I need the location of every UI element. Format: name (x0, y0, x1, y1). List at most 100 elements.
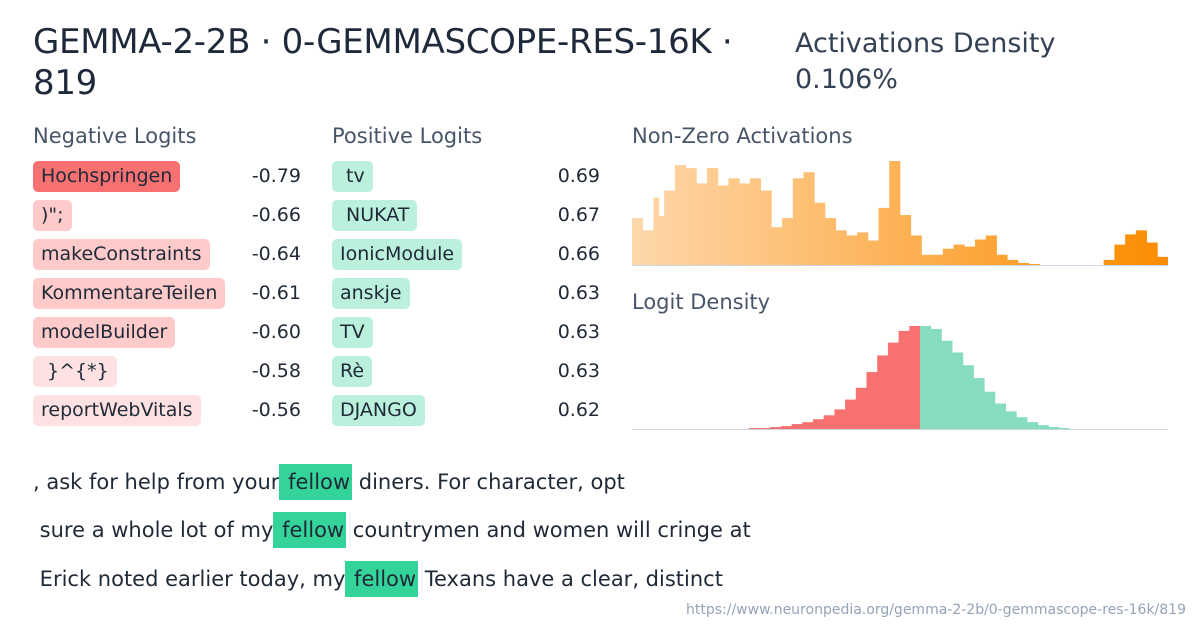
activation-bar (932, 254, 938, 265)
activation-bar (910, 235, 917, 265)
activation-bar (883, 207, 890, 265)
positive-logit-row: IonicModule 0.66 (332, 238, 600, 277)
negative-logit-token[interactable]: modelBuilder (33, 317, 176, 348)
negative-logits-heading: Negative Logits (33, 124, 197, 148)
activations-density-label: Activations Density (795, 28, 1056, 59)
activation-bar (969, 246, 976, 265)
activation-bar (766, 190, 772, 265)
activation-bar (755, 178, 762, 265)
negative-logit-token[interactable]: makeConstraints (33, 239, 210, 270)
page-title: GEMMA-2-2B · 0-GEMMASCOPE-RES-16K · 819 (33, 22, 733, 103)
negative-logit-value: -0.60 (251, 321, 301, 343)
negative-logits-list: Hochspringen -0.79 )"; -0.66 makeConstrain… (33, 160, 301, 433)
negative-logit-bar (909, 326, 921, 429)
activation-bar (1017, 262, 1024, 265)
activation-bar (798, 178, 804, 265)
activation-bar (1114, 244, 1121, 265)
positive-logit-token[interactable]: tv (332, 161, 373, 192)
positive-logit-value: 0.69 (557, 165, 600, 187)
activation-bar (771, 227, 778, 265)
positive-logit-bar (1037, 425, 1049, 429)
activation-bar (669, 190, 676, 265)
activation-bar (814, 202, 820, 265)
negative-logit-token[interactable]: )"; (33, 200, 72, 231)
negative-logit-token[interactable]: }^{*} (33, 356, 117, 387)
activation-bar (760, 190, 767, 265)
activation-bar (642, 230, 649, 265)
negative-logit-bar (887, 342, 899, 429)
positive-logits-heading: Positive Logits (332, 124, 483, 148)
activation-bar (964, 246, 971, 265)
negative-logit-row: makeConstraints -0.64 (33, 238, 301, 277)
negative-logit-bar (845, 399, 857, 429)
activation-bar (900, 215, 906, 265)
activation-bar (905, 215, 912, 265)
context-text-after: Texans have a clear, distinct (418, 567, 723, 591)
activation-bar (1034, 263, 1040, 265)
activating-token[interactable]: fellow (345, 561, 419, 597)
negative-logit-bar (813, 419, 825, 429)
activation-bar (653, 197, 660, 265)
activation-bar (894, 161, 901, 265)
activation-bar (733, 178, 740, 265)
positive-logit-row: tv 0.69 (332, 160, 600, 199)
activation-bar (996, 254, 1003, 265)
activation-bar (1007, 259, 1013, 265)
negative-logit-row: KommentareTeilen -0.61 (33, 277, 301, 316)
activation-bar (1125, 234, 1131, 265)
positive-logit-bar (1027, 422, 1039, 429)
activation-bar (637, 218, 644, 265)
positive-logit-token[interactable]: TV (332, 317, 373, 348)
activation-bar (937, 254, 944, 265)
positive-logit-bar (973, 377, 985, 429)
activation-bar (991, 235, 997, 265)
negative-logit-bar (898, 330, 910, 429)
activation-bar (985, 235, 992, 265)
activating-token[interactable]: fellow (279, 464, 353, 500)
positive-logit-token[interactable]: Rè (332, 356, 373, 387)
activation-bar (690, 168, 697, 265)
activation-bar (916, 235, 922, 265)
positive-logit-value: 0.63 (557, 282, 600, 304)
negative-logit-token[interactable]: KommentareTeilen (33, 278, 226, 309)
activation-bar (1109, 259, 1115, 265)
negative-logit-value: -0.56 (251, 399, 301, 421)
negative-logit-value: -0.79 (251, 165, 301, 187)
activation-bar (1151, 242, 1158, 265)
activation-bar (792, 178, 799, 265)
negative-logit-token[interactable]: reportWebVitals (33, 395, 201, 426)
negative-logit-row: reportWebVitals -0.56 (33, 394, 301, 433)
activation-bar (803, 172, 810, 265)
positive-logit-token[interactable]: NUKAT (332, 200, 418, 231)
positive-logit-bar (962, 365, 974, 429)
activating-token[interactable]: fellow (273, 512, 347, 548)
positive-logit-token[interactable]: anskje (332, 278, 410, 309)
positive-logit-token[interactable]: DJANGO (332, 395, 425, 426)
positive-logit-value: 0.62 (557, 399, 600, 421)
positive-logit-bar (984, 391, 996, 429)
activation-bar (824, 218, 831, 265)
activation-bar (830, 218, 837, 265)
negative-logit-bar (866, 372, 878, 429)
activation-example: Erick noted earlier today, my fellow Tex… (33, 561, 723, 597)
activation-bar (685, 168, 692, 265)
activation-bar (1103, 259, 1110, 265)
positive-logit-token[interactable]: IonicModule (332, 239, 463, 270)
negative-logit-value: -0.61 (251, 282, 301, 304)
activation-bar (1119, 244, 1126, 265)
activation-bar (841, 230, 847, 265)
activation-bar (926, 254, 933, 265)
positive-logit-bar (994, 403, 1006, 429)
negative-logit-token[interactable]: Hochspringen (33, 161, 181, 192)
negative-logit-row: Hochspringen -0.79 (33, 160, 301, 199)
activation-bar (723, 185, 729, 265)
positive-logit-row: anskje 0.63 (332, 277, 600, 316)
negative-logit-value: -0.64 (251, 243, 301, 265)
negative-logit-value: -0.58 (251, 360, 301, 382)
activation-bar (658, 216, 665, 265)
activation-bar (648, 230, 654, 265)
source-url[interactable]: https://www.neuronpedia.org/gemma-2-2b/0… (686, 602, 1186, 618)
activation-bar (1012, 259, 1019, 265)
positive-logit-value: 0.66 (557, 243, 600, 265)
activation-bar (1135, 230, 1142, 265)
